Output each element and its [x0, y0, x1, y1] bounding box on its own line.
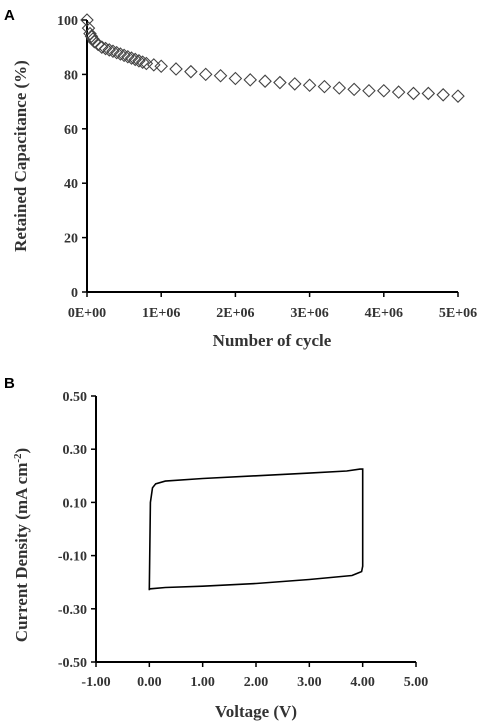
panel-b-y-tick-label: 0.10	[63, 496, 88, 511]
panel-a-data-point	[362, 83, 376, 98]
panel-a-y-tick-label: 20	[64, 232, 78, 247]
panel-a-data-point	[377, 83, 391, 98]
panel-a: A 0 20 40 60 80 100 0E+00 1E+06 2E+06 3E+06 4E+06…	[4, 7, 477, 350]
panel-a-x-tick-label: 0E+00	[68, 306, 106, 321]
panel-a-data-point	[113, 47, 128, 61]
panel-a-x-ticks: 0E+00 1E+06 2E+06 3E+06 4E+06 5E+06	[68, 292, 477, 321]
panel-b-y-tick-label: -0.30	[58, 603, 87, 618]
panel-a-data-point	[184, 64, 198, 79]
panel-b-x-tick-label: 2.00	[244, 675, 269, 690]
panel-a-data-point	[213, 68, 228, 83]
panel-a-data-point	[128, 52, 143, 67]
panel-b-y-ticks: 0.50 0.30 0.10 -0.10 -0.30 -0.50	[58, 390, 96, 671]
panel-a-data-point	[332, 81, 347, 95]
panel-a-data-point	[198, 67, 213, 82]
panel-a-data-point	[317, 79, 332, 94]
panel-a-label: A	[4, 7, 15, 24]
panel-a-x-tick-label: 3E+06	[290, 306, 328, 321]
panel-a-data-point	[243, 73, 258, 87]
panel-b-y-tick-label: -0.10	[58, 550, 87, 565]
panel-a-data-point	[121, 49, 135, 64]
panel-a-data-point	[169, 62, 183, 76]
panel-a-data-point	[132, 54, 146, 68]
panel-a-data-point	[287, 77, 302, 91]
panel-b-x-tick-label: 3.00	[297, 675, 322, 690]
panel-b-x-tick-label: 0.00	[137, 675, 162, 690]
panel-a-data-point	[95, 40, 109, 54]
panel-b-x-tick-label: -1.00	[81, 675, 110, 690]
panel-a-data-point	[102, 43, 117, 57]
panel-b-y-tick-label: -0.50	[58, 656, 87, 671]
panel-a-data-point	[347, 82, 361, 97]
panel-a-data-point	[154, 59, 168, 74]
panel-b-y-tick-label: 0.30	[63, 443, 88, 458]
panel-a-y-tick-label: 100	[57, 14, 78, 29]
panel-a-data-point	[273, 75, 287, 90]
panel-b-y-tick-label: 0.50	[63, 390, 88, 405]
panel-a-data-point	[87, 34, 102, 49]
panel-a-data-point	[91, 37, 105, 52]
panel-a-data-point	[80, 13, 94, 27]
panel-a-data-point	[139, 56, 154, 71]
panel-b-y-axis-title-end: )	[12, 448, 31, 454]
panel-a-data-point	[106, 44, 120, 59]
panel-b-label: B	[4, 375, 15, 392]
panel-a-data-point	[124, 51, 139, 65]
panel-b-x-tick-label: 5.00	[404, 675, 429, 690]
panel-a-x-tick-label: 1E+06	[142, 306, 180, 321]
panel-a-data-point	[84, 29, 99, 44]
panel-a-data-point	[406, 86, 421, 101]
panel-a-data-point	[147, 58, 161, 72]
panel-a-y-tick-label: 0	[71, 286, 78, 301]
panel-a-data-point	[391, 85, 406, 99]
panel-a-data-point	[421, 86, 436, 101]
panel-a-data-point	[258, 74, 272, 88]
panel-a-data-point	[109, 45, 124, 60]
panel-b: B 0.50 0.30 0.10 -0.10 -0.30 -0.50 -1.00 0.00 1…	[4, 375, 428, 721]
panel-a-data-point	[302, 78, 317, 93]
panel-a-data-point	[436, 88, 450, 102]
panel-b-cv-curve	[148, 468, 364, 591]
panel-a-data-point	[228, 71, 243, 86]
panel-a-y-tick-label: 60	[64, 123, 78, 138]
panel-a-y-tick-label: 40	[64, 177, 78, 192]
panel-a-data-point	[98, 41, 113, 56]
panel-b-y-axis-title-main: Current Density (mA cm	[12, 463, 31, 643]
panel-a-data-point	[81, 21, 96, 35]
panel-a-y-ticks: 0 20 40 60 80 100	[57, 14, 87, 301]
panel-b-x-tick-label: 4.00	[350, 675, 375, 690]
panel-a-data-point	[117, 48, 131, 63]
panel-b-y-axis-title-sup: -2	[12, 453, 24, 463]
panel-a-x-tick-label: 2E+06	[216, 306, 254, 321]
panel-a-series	[80, 13, 465, 103]
panel-b-x-tick-label: 1.00	[190, 675, 215, 690]
panel-b-y-axis-title: Current Density (mA cm-2)	[12, 448, 31, 642]
panel-a-y-axis-title: Retained Capacitance (%)	[11, 60, 30, 252]
panel-a-data-point	[135, 55, 150, 69]
panel-a-data-point	[451, 89, 465, 103]
panel-b-x-axis-title: Voltage (V)	[215, 702, 297, 721]
panel-b-x-ticks: -1.00 0.00 1.00 2.00 3.00 4.00 5.00	[81, 661, 429, 690]
panel-a-y-tick-label: 80	[64, 68, 78, 83]
panel-a-x-axis-title: Number of cycle	[213, 331, 332, 350]
panel-a-x-tick-label: 4E+06	[365, 306, 403, 321]
panel-a-x-tick-label: 5E+06	[439, 306, 477, 321]
